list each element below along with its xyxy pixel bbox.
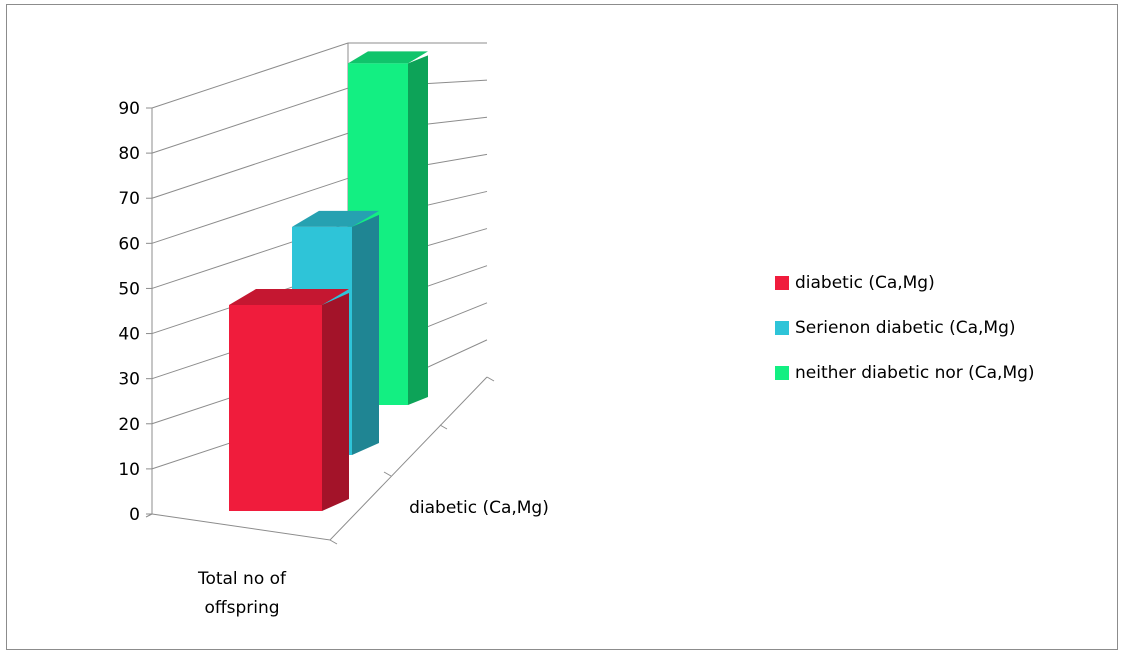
legend-label-neither-diabetic: neither diabetic nor (Ca,Mg) [795,363,1035,383]
x-category-label: Total no of [197,569,287,589]
y-tick-label: 50 [118,279,140,299]
gridline [151,116,488,199]
legend: diabetic (Ca,Mg) Serienon diabetic (Ca,M… [775,272,1035,407]
bar-top-2 [348,51,428,64]
bar-side-1 [352,214,379,455]
y-tick-label: 80 [118,144,140,164]
y-tick-label: 70 [118,189,140,209]
legend-item-neither-diabetic: neither diabetic nor (Ca,Mg) [775,362,1035,384]
chart-frame [6,4,1118,650]
axis-labels: 0 10 20 30 40 50 60 70 80 90 Total no of offspring d… [118,99,549,618]
x-category-label-line2: offspring [204,598,279,618]
legend-label-diabetic: diabetic (Ca,Mg) [795,273,935,293]
y-tick-label: 60 [118,234,140,254]
depth-tick [383,471,392,477]
bar-top-1 [292,210,379,227]
legend-swatch-serienon-diabetic [775,321,789,335]
y-tick-label: 40 [118,325,140,345]
bars [229,51,428,511]
bar-top-0 [229,289,349,305]
depth-tick [329,539,338,545]
legend-item-serienon-diabetic: Serienon diabetic (Ca,Mg) [775,317,1035,339]
bar-front-0 [229,305,322,511]
y-tick-label: 90 [118,99,140,119]
bar-side-0 [322,293,349,511]
y-tick-label: 10 [118,460,140,480]
legend-label-serienon-diabetic: Serienon diabetic (Ca,Mg) [795,318,1016,338]
y-tick-label: 30 [118,370,140,390]
legend-item-diabetic: diabetic (Ca,Mg) [775,272,1035,294]
legend-swatch-neither-diabetic [775,366,789,380]
y-tick-label: 0 [129,505,140,525]
depth-tick [486,376,495,382]
x-tick [145,513,153,518]
depth-tick [439,424,448,430]
bar-side-2 [408,55,428,406]
y-tick-label: 20 [118,415,140,435]
gridline [151,42,487,109]
depth-category-label: diabetic (Ca,Mg) [409,498,549,518]
legend-swatch-diabetic [775,276,789,290]
